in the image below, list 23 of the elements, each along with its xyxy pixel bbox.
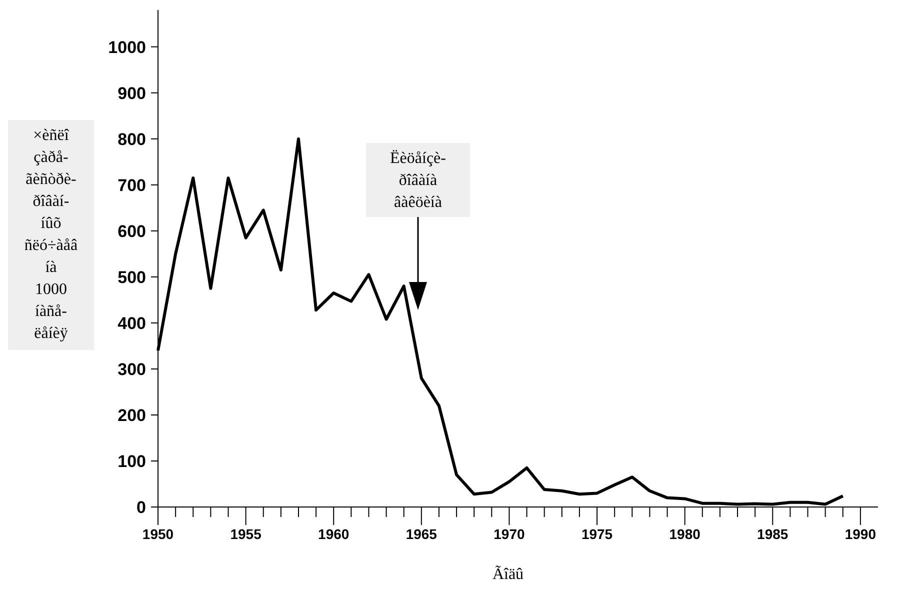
- y-tick-label: 900: [118, 84, 146, 103]
- y-tick-label: 600: [118, 222, 146, 241]
- x-tick-label: 1975: [581, 526, 613, 542]
- x-tick-label: 1955: [230, 526, 262, 542]
- y-tick-label: 800: [118, 130, 146, 149]
- y-tick-label: 0: [136, 498, 146, 517]
- y-tick-label: 300: [118, 360, 146, 379]
- x-tick-label: 1985: [757, 526, 788, 542]
- x-tick-label: 1965: [406, 526, 438, 542]
- y-tick-label: 700: [118, 176, 146, 195]
- text: ×èñëî çàðå- ãèñòðè- ðîâàí- íûõ ñëó÷àåâ íà 1000 íàñå- ëåíèÿ: [24, 127, 78, 342]
- x-axis-title: Ãîäû: [492, 565, 524, 583]
- annotation: Ëèöåíçè- ðîâàíà âàêöèíà: [390, 150, 446, 211]
- y-tick-label: 100: [118, 452, 146, 471]
- y-tick-label: 400: [118, 314, 146, 333]
- y-tick-label: 500: [118, 268, 146, 287]
- y-tick-label: 200: [118, 406, 146, 425]
- x-tick-label: 1950: [142, 526, 174, 542]
- x-tick-label: 1970: [494, 526, 525, 542]
- x-tick-label: 1990: [844, 526, 876, 542]
- x-tick-label: 1960: [318, 526, 350, 542]
- x-tick-label: 1980: [669, 526, 701, 542]
- y-tick-label: 1000: [108, 38, 146, 57]
